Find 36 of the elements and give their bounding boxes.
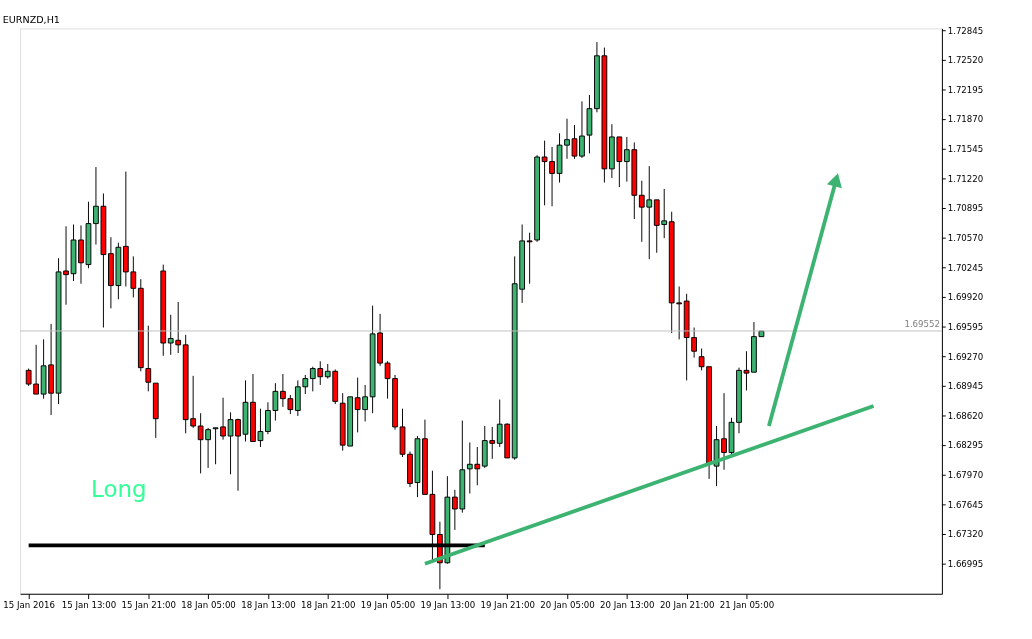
y-tick-label: 1.68620 [947,410,984,421]
x-tick-label: 21 Jan 05:00 [719,599,775,610]
y-tick-label: 1.72520 [947,55,984,66]
y-tick-label: 1.67320 [947,529,984,540]
y-tick-label: 1.71870 [947,114,984,125]
y-tick-label: 1.66995 [947,559,984,570]
candlestick [145,325,152,392]
y-tick-label: 1.67645 [947,499,984,510]
chart-title: EURNZD,H1 [2,14,60,26]
y-tick-label: 1.71220 [947,173,984,184]
y-tick-label: 1.69270 [947,351,984,362]
y-tick-label: 1.70570 [947,233,984,244]
x-tick-label: 18 Jan 13:00 [241,599,296,610]
x-tick-label: 15 Jan 13:00 [61,599,117,610]
ref-line-label: 1.69552 [904,319,941,330]
x-tick-label: 20 Jan 13:00 [600,599,655,610]
y-tick-label: 1.68945 [947,381,984,392]
x-tick-label: 18 Jan 21:00 [300,599,356,610]
x-tick-label: 19 Jan 05:00 [360,599,416,610]
x-tick-label: 20 Jan 05:00 [540,599,595,610]
annotation: Long [91,476,147,502]
y-tick-label: 1.71545 [947,144,984,155]
x-tick-label: 18 Jan 05:00 [181,599,236,610]
y-tick-label: 1.70895 [947,203,984,214]
y-tick-label: 1.67970 [947,470,984,481]
y-tick-label: 1.69595 [947,321,984,332]
y-tick-label: 1.72195 [947,84,984,95]
x-tick-label: 19 Jan 21:00 [480,599,535,610]
y-tick-label: 1.68295 [947,440,984,451]
y-tick-label: 1.69920 [947,292,984,303]
x-tick-label: 15 Jan 21:00 [121,599,177,610]
x-tick-label: 20 Jan 21:00 [659,599,715,610]
y-tick-label: 1.72845 [947,25,984,36]
x-tick-label: 15 Jan 2016 [3,599,55,610]
y-tick-label: 1.70245 [947,262,984,273]
x-tick-label: 19 Jan 13:00 [420,599,476,610]
